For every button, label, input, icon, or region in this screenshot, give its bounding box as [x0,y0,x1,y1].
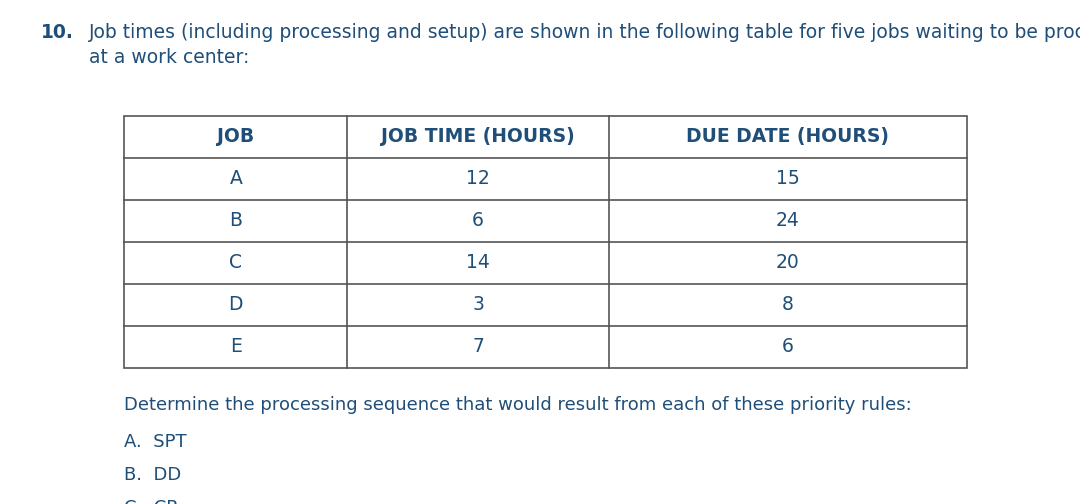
Text: 20: 20 [775,254,799,273]
Text: 10.: 10. [41,23,73,42]
Text: 14: 14 [467,254,490,273]
Text: B.  DD: B. DD [124,466,181,484]
Text: Determine the processing sequence that would result from each of these priority : Determine the processing sequence that w… [124,396,912,414]
Text: D: D [229,295,243,314]
Text: 24: 24 [775,211,799,230]
Text: DUE DATE (HOURS): DUE DATE (HOURS) [686,128,889,147]
Text: 6: 6 [782,337,794,356]
Text: JOB: JOB [217,128,255,147]
Text: 6: 6 [472,211,484,230]
Text: Job times (including processing and setup) are shown in the following table for : Job times (including processing and setu… [89,23,1080,68]
Text: 7: 7 [472,337,484,356]
Text: C: C [229,254,242,273]
Text: 8: 8 [782,295,794,314]
Text: JOB TIME (HOURS): JOB TIME (HOURS) [381,128,575,147]
Text: A.  SPT: A. SPT [124,433,187,452]
Text: B: B [229,211,242,230]
Text: E: E [230,337,242,356]
Text: C.  CR: C. CR [124,499,179,504]
Text: 3: 3 [472,295,484,314]
Text: A: A [229,169,242,188]
Text: 12: 12 [467,169,490,188]
Text: 15: 15 [775,169,799,188]
